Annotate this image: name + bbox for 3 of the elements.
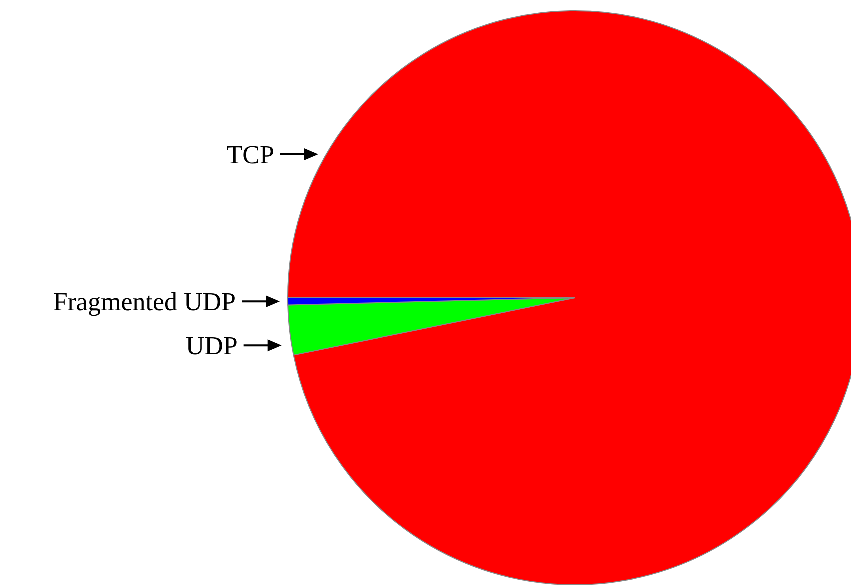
slice-label: Fragmented UDP <box>53 288 236 317</box>
slice-label: TCP <box>226 140 274 170</box>
slice-label: UDP <box>186 332 238 361</box>
